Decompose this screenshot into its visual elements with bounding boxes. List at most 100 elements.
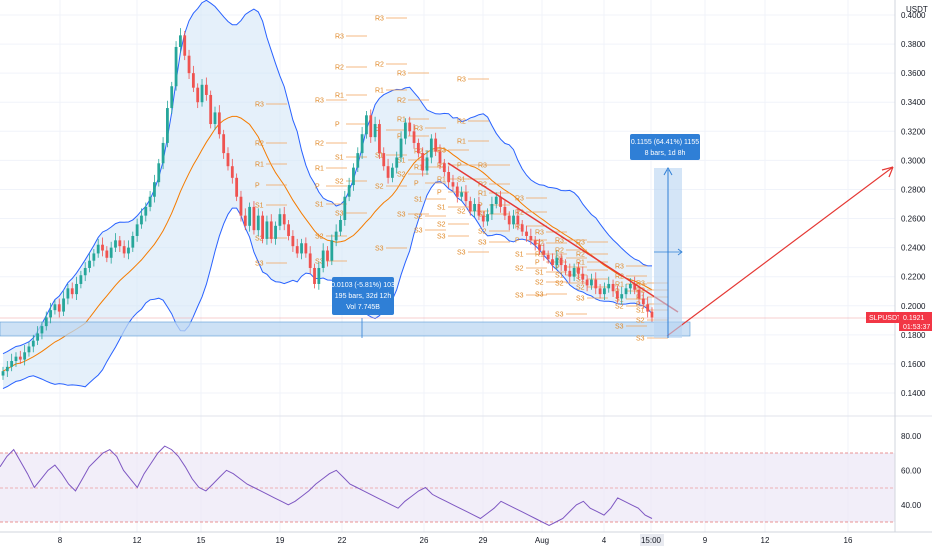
pivot-label: R1	[576, 260, 585, 267]
candle	[57, 298, 61, 318]
price-tick-label: 0.1400	[901, 389, 926, 398]
time-tick-label: 15	[197, 536, 206, 545]
candle	[269, 214, 273, 244]
pivot-label: R1	[457, 139, 466, 146]
pivot-label: P	[255, 183, 260, 190]
pivot-label: S2	[414, 214, 423, 221]
candle	[300, 238, 303, 260]
candle	[157, 158, 161, 187]
candle	[434, 132, 438, 157]
time-tick-label: 12	[133, 536, 142, 545]
candle	[352, 163, 355, 191]
time-tick-label: 4	[602, 536, 607, 545]
support-zone[interactable]	[0, 321, 691, 337]
pivot-label: R2	[576, 252, 585, 259]
measure-up-tool[interactable]: 0.1155 (64.41%) 1155 8 bars, 1d 8h	[630, 134, 700, 338]
candle	[520, 219, 524, 236]
candle	[226, 147, 230, 171]
pivot-label: R1	[555, 256, 564, 263]
pivot-label: S3	[478, 240, 487, 247]
pivot-label: P	[555, 265, 560, 272]
candle	[109, 241, 113, 264]
pivot-label: S2	[535, 280, 544, 287]
pivot-label: P	[335, 122, 340, 129]
last-price-value: 0.1921	[903, 315, 925, 322]
candle	[317, 262, 321, 290]
candle	[559, 253, 563, 271]
pivot-label: R1	[414, 165, 423, 172]
candle	[122, 240, 126, 258]
pivot-label: S3	[576, 296, 585, 303]
pivot-label: S2	[315, 234, 324, 241]
rsi-line	[0, 445, 653, 527]
candle	[243, 208, 247, 231]
pivot-label: R3	[555, 238, 564, 245]
candle	[334, 224, 338, 247]
time-axis[interactable]: 8 12 15 19 22 26 29 Aug 4 15:00 9 12 16	[0, 531, 932, 546]
rsi-pane[interactable]: 80.00 60.00 40.00	[0, 415, 932, 527]
candle	[304, 237, 308, 258]
projection-arrow[interactable]	[666, 166, 894, 337]
candle	[140, 208, 143, 229]
price-tick-label: 0.2000	[901, 302, 926, 311]
pivot-label: S3	[255, 261, 264, 268]
candle	[533, 235, 537, 251]
candle	[373, 116, 377, 142]
candle	[70, 282, 74, 299]
candle	[196, 83, 200, 109]
pivot-label: S3	[335, 211, 344, 218]
pivot-label: P	[636, 302, 641, 309]
candle	[451, 174, 455, 191]
candle	[564, 259, 567, 276]
candle	[265, 215, 269, 245]
pivot-label: R2	[615, 274, 624, 281]
candle	[603, 282, 606, 300]
price-tick-label: 0.2800	[901, 185, 926, 194]
price-axis[interactable]: USDT SLPUSDT 0.1921 01:53:37 0.4000 0.380…	[866, 0, 932, 532]
pivot-label: R2	[555, 248, 564, 255]
pivot-label: R3	[457, 77, 466, 84]
candle	[83, 262, 87, 282]
candle	[174, 41, 178, 91]
candle	[546, 250, 550, 264]
measure-down-line2: 195 bars, 32d 12h	[335, 293, 392, 300]
candle	[590, 273, 593, 290]
pivot-label: R3	[478, 163, 487, 170]
pivot-label: R1	[478, 191, 487, 198]
pivot-label: S3	[315, 259, 324, 266]
pivot-label: S2	[335, 179, 344, 186]
candle	[490, 196, 494, 220]
candle	[170, 81, 174, 114]
candle	[31, 334, 35, 353]
pivot-label: S1	[515, 252, 524, 259]
candle	[585, 275, 589, 292]
pivot-label: R1	[437, 177, 446, 184]
pivot-label: S3	[375, 246, 384, 253]
time-tick-label: 9	[703, 536, 708, 545]
trend-line[interactable]	[447, 162, 679, 313]
measure-up-line1: 0.1155 (64.41%) 1155	[631, 139, 699, 146]
price-tick-label: 0.3600	[901, 69, 926, 78]
pivot-label: S2	[636, 318, 645, 325]
pivot-label: R1	[335, 93, 344, 100]
candle	[239, 190, 243, 222]
pivot-label: S2	[615, 304, 624, 311]
candle	[568, 263, 572, 283]
candle	[633, 276, 637, 295]
candle	[507, 211, 511, 231]
pivot-label: P	[478, 203, 483, 210]
candle	[291, 230, 295, 252]
candle	[378, 119, 381, 159]
measure-down-tool[interactable]: 0.0103 (-5.81%) 103 195 bars, 32d 12h Vo…	[331, 277, 395, 338]
candle	[295, 238, 299, 258]
candle	[183, 30, 187, 61]
candle	[96, 238, 100, 258]
candle	[191, 65, 195, 93]
price-tick-label: 0.1600	[901, 360, 926, 369]
measure-down-label	[332, 277, 394, 315]
candle	[66, 283, 70, 305]
